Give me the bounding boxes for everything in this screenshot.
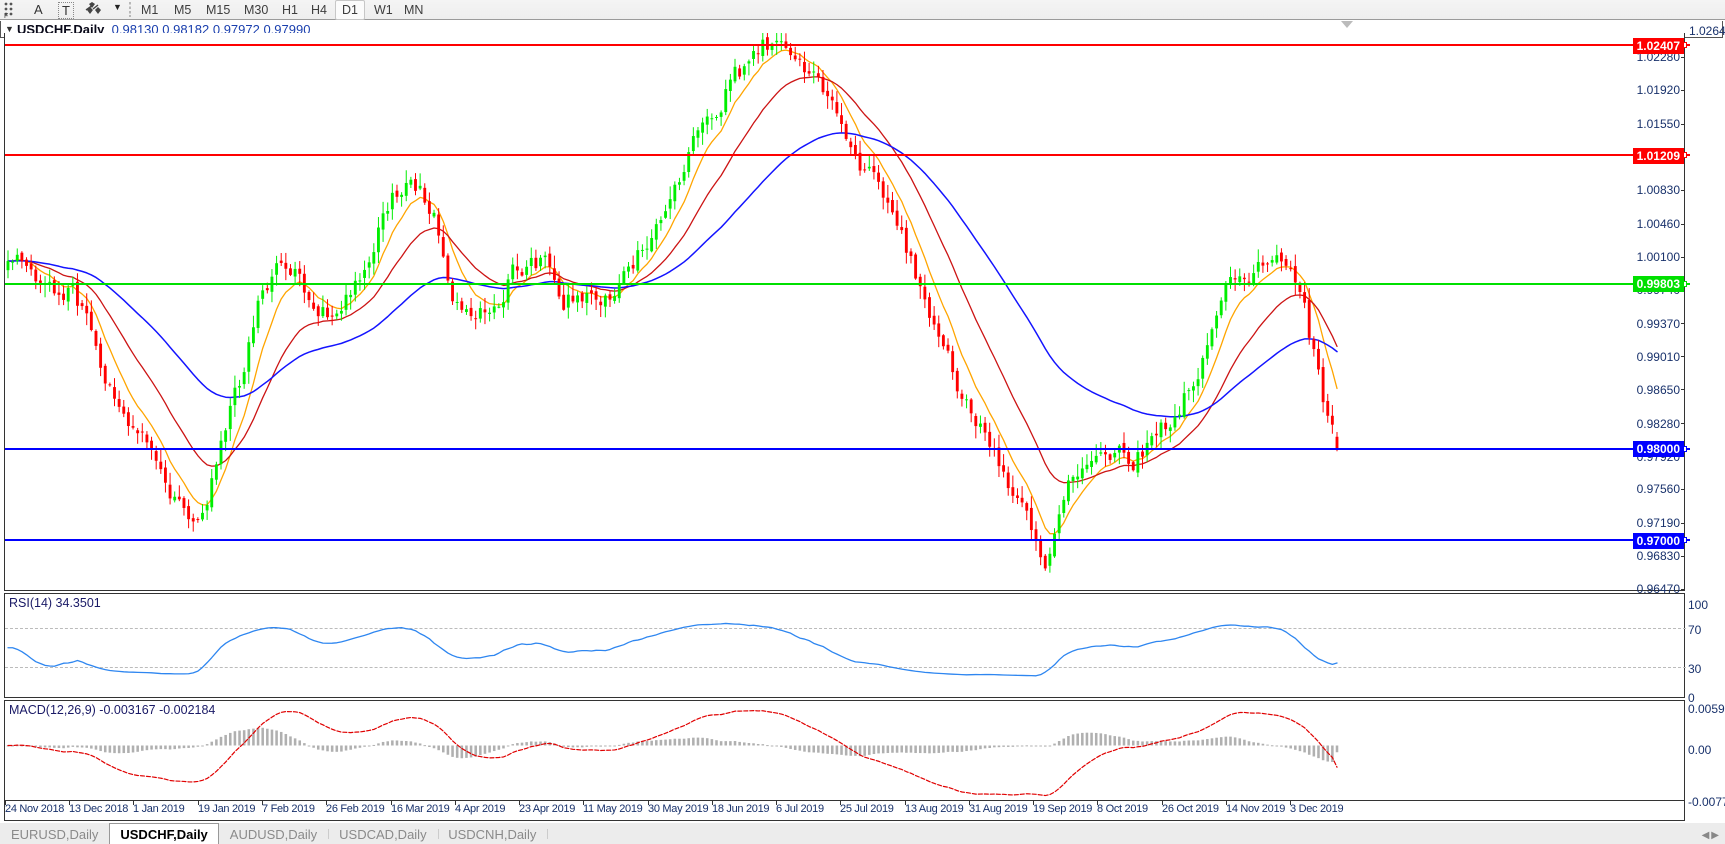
svg-text:F: F	[4, 13, 8, 18]
